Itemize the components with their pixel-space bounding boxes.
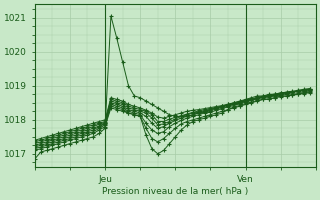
X-axis label: Pression niveau de la mer( hPa ): Pression niveau de la mer( hPa ) <box>102 187 248 196</box>
